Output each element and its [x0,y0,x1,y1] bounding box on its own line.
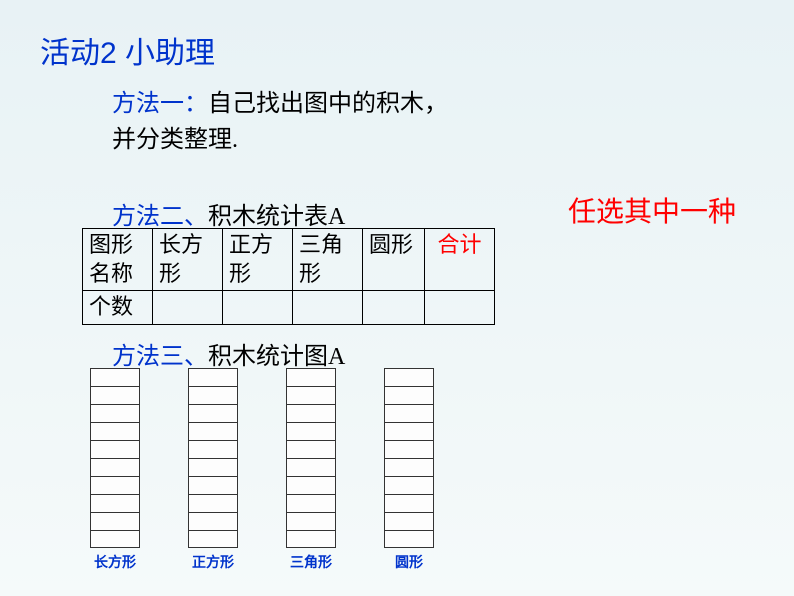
method-1: 方法一：自己找出图中的积木， 并分类整理. [112,86,448,158]
bar-stack [384,368,434,548]
bar-cell [286,422,336,440]
bar-cell [90,494,140,512]
method-1-line2: 并分类整理. [112,122,448,158]
bar-column-circle: 圆形 [384,368,434,572]
bar-label-circle: 圆形 [395,552,423,572]
bar-cell [90,476,140,494]
table-header-shape-name: 图形名称 [83,229,153,291]
bar-cell [384,386,434,404]
method-3: 方法三、积木统计图A [112,336,345,371]
bar-cell [90,512,140,530]
bar-label-triangle: 三角形 [290,552,332,572]
bar-stack [188,368,238,548]
bar-cell [188,440,238,458]
bar-cell [188,476,238,494]
bar-cell [188,386,238,404]
bar-cell [188,368,238,386]
bar-cell [384,494,434,512]
statistics-table: 图形名称 长方形 正方形 三角形 圆形 合计 个数 [82,228,495,325]
method-1-text1: 自己找出图中的积木， [208,91,448,117]
table-cell [425,291,495,325]
table-header-rectangle: 长方形 [153,229,223,291]
bar-cell [90,440,140,458]
bar-label-square: 正方形 [192,552,234,572]
bar-cell [384,530,434,548]
table-header-total: 合计 [425,229,495,291]
bar-cell [90,368,140,386]
bar-column-rectangle: 长方形 [90,368,140,572]
bar-column-triangle: 三角形 [286,368,336,572]
bar-cell [188,458,238,476]
method-2-label: 方法二、 [112,204,208,230]
bar-cell [286,404,336,422]
bar-chart: 长方形 正方形 三角形 [90,368,434,572]
activity-title: 活动2 小助理 [40,28,215,72]
bar-cell [188,494,238,512]
method-1-label: 方法一： [112,91,208,117]
bar-cell [384,512,434,530]
bar-stack [90,368,140,548]
bar-cell [286,512,336,530]
bar-cell [286,440,336,458]
bar-cell [384,404,434,422]
table-cell [153,291,223,325]
table-header-triangle: 三角形 [293,229,363,291]
method-3-label: 方法三、 [112,344,208,370]
bar-cell [90,530,140,548]
bar-cell [188,404,238,422]
bar-cell [188,530,238,548]
bar-cell [286,530,336,548]
table-header-circle: 圆形 [363,229,425,291]
bar-label-rectangle: 长方形 [94,552,136,572]
bar-cell [286,386,336,404]
bar-cell [384,368,434,386]
bar-stack [286,368,336,548]
table-cell [223,291,293,325]
method-3-text: 积木统计图A [208,344,345,370]
bar-cell [286,458,336,476]
bar-cell [384,476,434,494]
choose-one-note: 任选其中一种 [568,190,736,230]
bar-cell [286,368,336,386]
bar-cell [384,458,434,476]
table-cell [293,291,363,325]
table-row: 个数 [83,291,495,325]
bar-cell [90,422,140,440]
table-cell-count-label: 个数 [83,291,153,325]
bar-cell [90,404,140,422]
bar-cell [188,422,238,440]
table-header-square: 正方形 [223,229,293,291]
bar-cell [188,512,238,530]
method-2: 方法二、积木统计表A [112,196,345,231]
bar-cell [90,458,140,476]
bar-column-square: 正方形 [188,368,238,572]
bar-cell [90,386,140,404]
bar-cell [384,440,434,458]
bar-cell [384,422,434,440]
table-row: 图形名称 长方形 正方形 三角形 圆形 合计 [83,229,495,291]
bar-cell [286,476,336,494]
method-2-text: 积木统计表A [208,204,345,230]
method-1-line1: 方法一：自己找出图中的积木， [112,86,448,122]
table-cell [363,291,425,325]
bar-cell [286,494,336,512]
